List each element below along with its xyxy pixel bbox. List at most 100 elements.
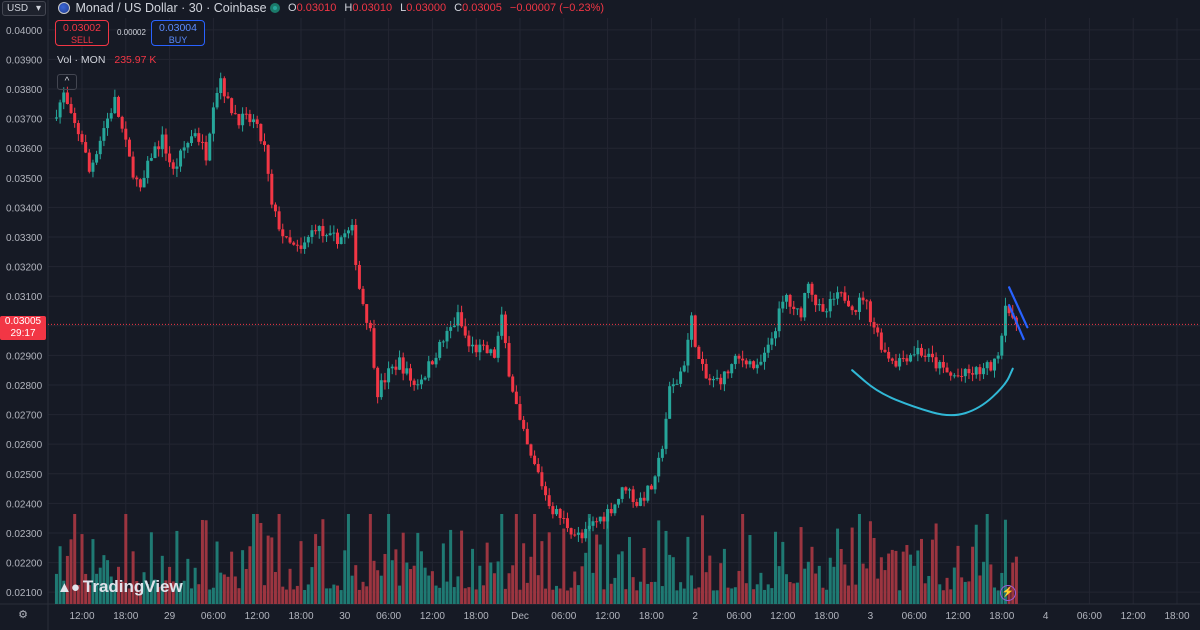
volume-bar (511, 565, 515, 604)
x-axis-tick-label: 3 (868, 611, 874, 622)
sell-button[interactable]: 0.03002 SELL (55, 20, 109, 46)
volume-bar (850, 527, 854, 604)
volume-bar (65, 555, 69, 604)
candle-body (642, 497, 646, 501)
volume-bar (576, 585, 580, 604)
volume-bar (394, 549, 398, 604)
candle-body (598, 516, 602, 522)
volume-bar (945, 577, 949, 604)
volume-label: Vol · MON (57, 54, 106, 66)
volume-bar (321, 519, 325, 604)
candle-body (883, 349, 887, 352)
volume-bar (730, 588, 734, 604)
candle-body (803, 292, 807, 318)
volume-bar (117, 566, 120, 604)
candle-body (503, 314, 507, 344)
volume-bar (357, 589, 361, 604)
volume-bar (927, 575, 931, 604)
candle-body (591, 521, 595, 526)
volume-bar (135, 581, 139, 604)
volume-bar (58, 546, 62, 604)
symbol-title[interactable]: Monad / US Dollar · 30 · Coinbase (58, 1, 267, 15)
candle-body (427, 361, 431, 378)
candle-body (343, 233, 347, 238)
candle-body (117, 96, 120, 117)
volume-bar (941, 590, 945, 604)
candle-body (80, 134, 84, 143)
candle-body (474, 344, 478, 353)
volume-bar (587, 514, 591, 604)
candle-body (361, 288, 365, 305)
candle-body (197, 133, 201, 142)
y-axis-tick-label: 0.04000 (6, 26, 43, 37)
candle-body (357, 264, 361, 289)
candle-body (372, 328, 376, 368)
close-key: C (454, 2, 463, 14)
candle-body (580, 532, 584, 539)
y-axis-tick-label: 0.03600 (6, 144, 43, 155)
volume-bar (920, 538, 923, 604)
candle-body (500, 314, 504, 336)
volume-bar (514, 514, 518, 604)
volume-bar (660, 586, 664, 604)
candle-body (259, 123, 263, 142)
candle-body (211, 107, 215, 134)
buy-button[interactable]: 0.03004 BUY (151, 20, 205, 46)
volume-bar (248, 546, 252, 604)
symbol-title-text: Monad / US Dollar · 30 · Coinbase (75, 1, 267, 15)
collapse-legend-button[interactable]: ^ (57, 74, 77, 90)
candle-body (770, 338, 774, 345)
y-axis-tick-label: 0.03500 (6, 174, 43, 185)
volume-legend[interactable]: Vol · MON 235.97 K (57, 54, 156, 66)
volume-bar (715, 590, 719, 604)
candle-body (226, 96, 230, 99)
candle-body (876, 327, 880, 333)
candle-body (868, 301, 872, 323)
candle-body (471, 344, 475, 347)
candle-body (303, 242, 307, 249)
candle-body (901, 358, 905, 360)
spread-value: 0.00002 (117, 28, 146, 37)
candle-body (777, 308, 781, 332)
volume-bar (160, 555, 164, 604)
volume-bar (1014, 556, 1018, 604)
volume-bar (704, 572, 708, 604)
candle-body (109, 113, 113, 119)
volume-bar (861, 563, 865, 604)
candle-body (489, 349, 493, 354)
x-axis-tick-label: Dec (511, 611, 529, 622)
candle-body (635, 502, 639, 506)
gear-icon[interactable]: ⚙ (18, 609, 28, 621)
y-axis-tick-label: 0.03900 (6, 55, 43, 66)
change-value: −0.00007 (−0.23%) (509, 2, 605, 14)
y-axis-tick-label: 0.03100 (6, 292, 43, 303)
candle-body (193, 133, 197, 137)
y-axis-tick-label: 0.02700 (6, 411, 43, 422)
tradingview-logo[interactable]: ▲● TradingView (57, 577, 183, 597)
volume-bar (102, 555, 106, 604)
y-axis-tick-label: 0.02200 (6, 559, 43, 570)
candle-body (76, 123, 80, 135)
candle-body (288, 237, 292, 243)
volume-bar (409, 569, 412, 604)
candle-body (865, 300, 869, 302)
candle-body (95, 154, 99, 163)
candle-body (200, 141, 204, 143)
candle-body (1000, 335, 1004, 356)
currency-select[interactable]: USD ▾ (2, 1, 46, 16)
candle-body (328, 233, 332, 236)
candle-body (784, 295, 788, 302)
lightning-icon[interactable]: ⚡ (1000, 585, 1016, 601)
candle-body (708, 378, 712, 381)
x-axis-tick-label: 06:00 (201, 611, 226, 622)
volume-bar (310, 567, 314, 604)
candle-body (774, 331, 777, 339)
candle-body (412, 380, 416, 385)
candle-body (168, 153, 172, 163)
candle-body (449, 327, 453, 331)
volume-bar (467, 587, 471, 604)
low-key: L (400, 2, 407, 14)
volume-bar (350, 575, 354, 604)
candle-body (595, 521, 599, 523)
